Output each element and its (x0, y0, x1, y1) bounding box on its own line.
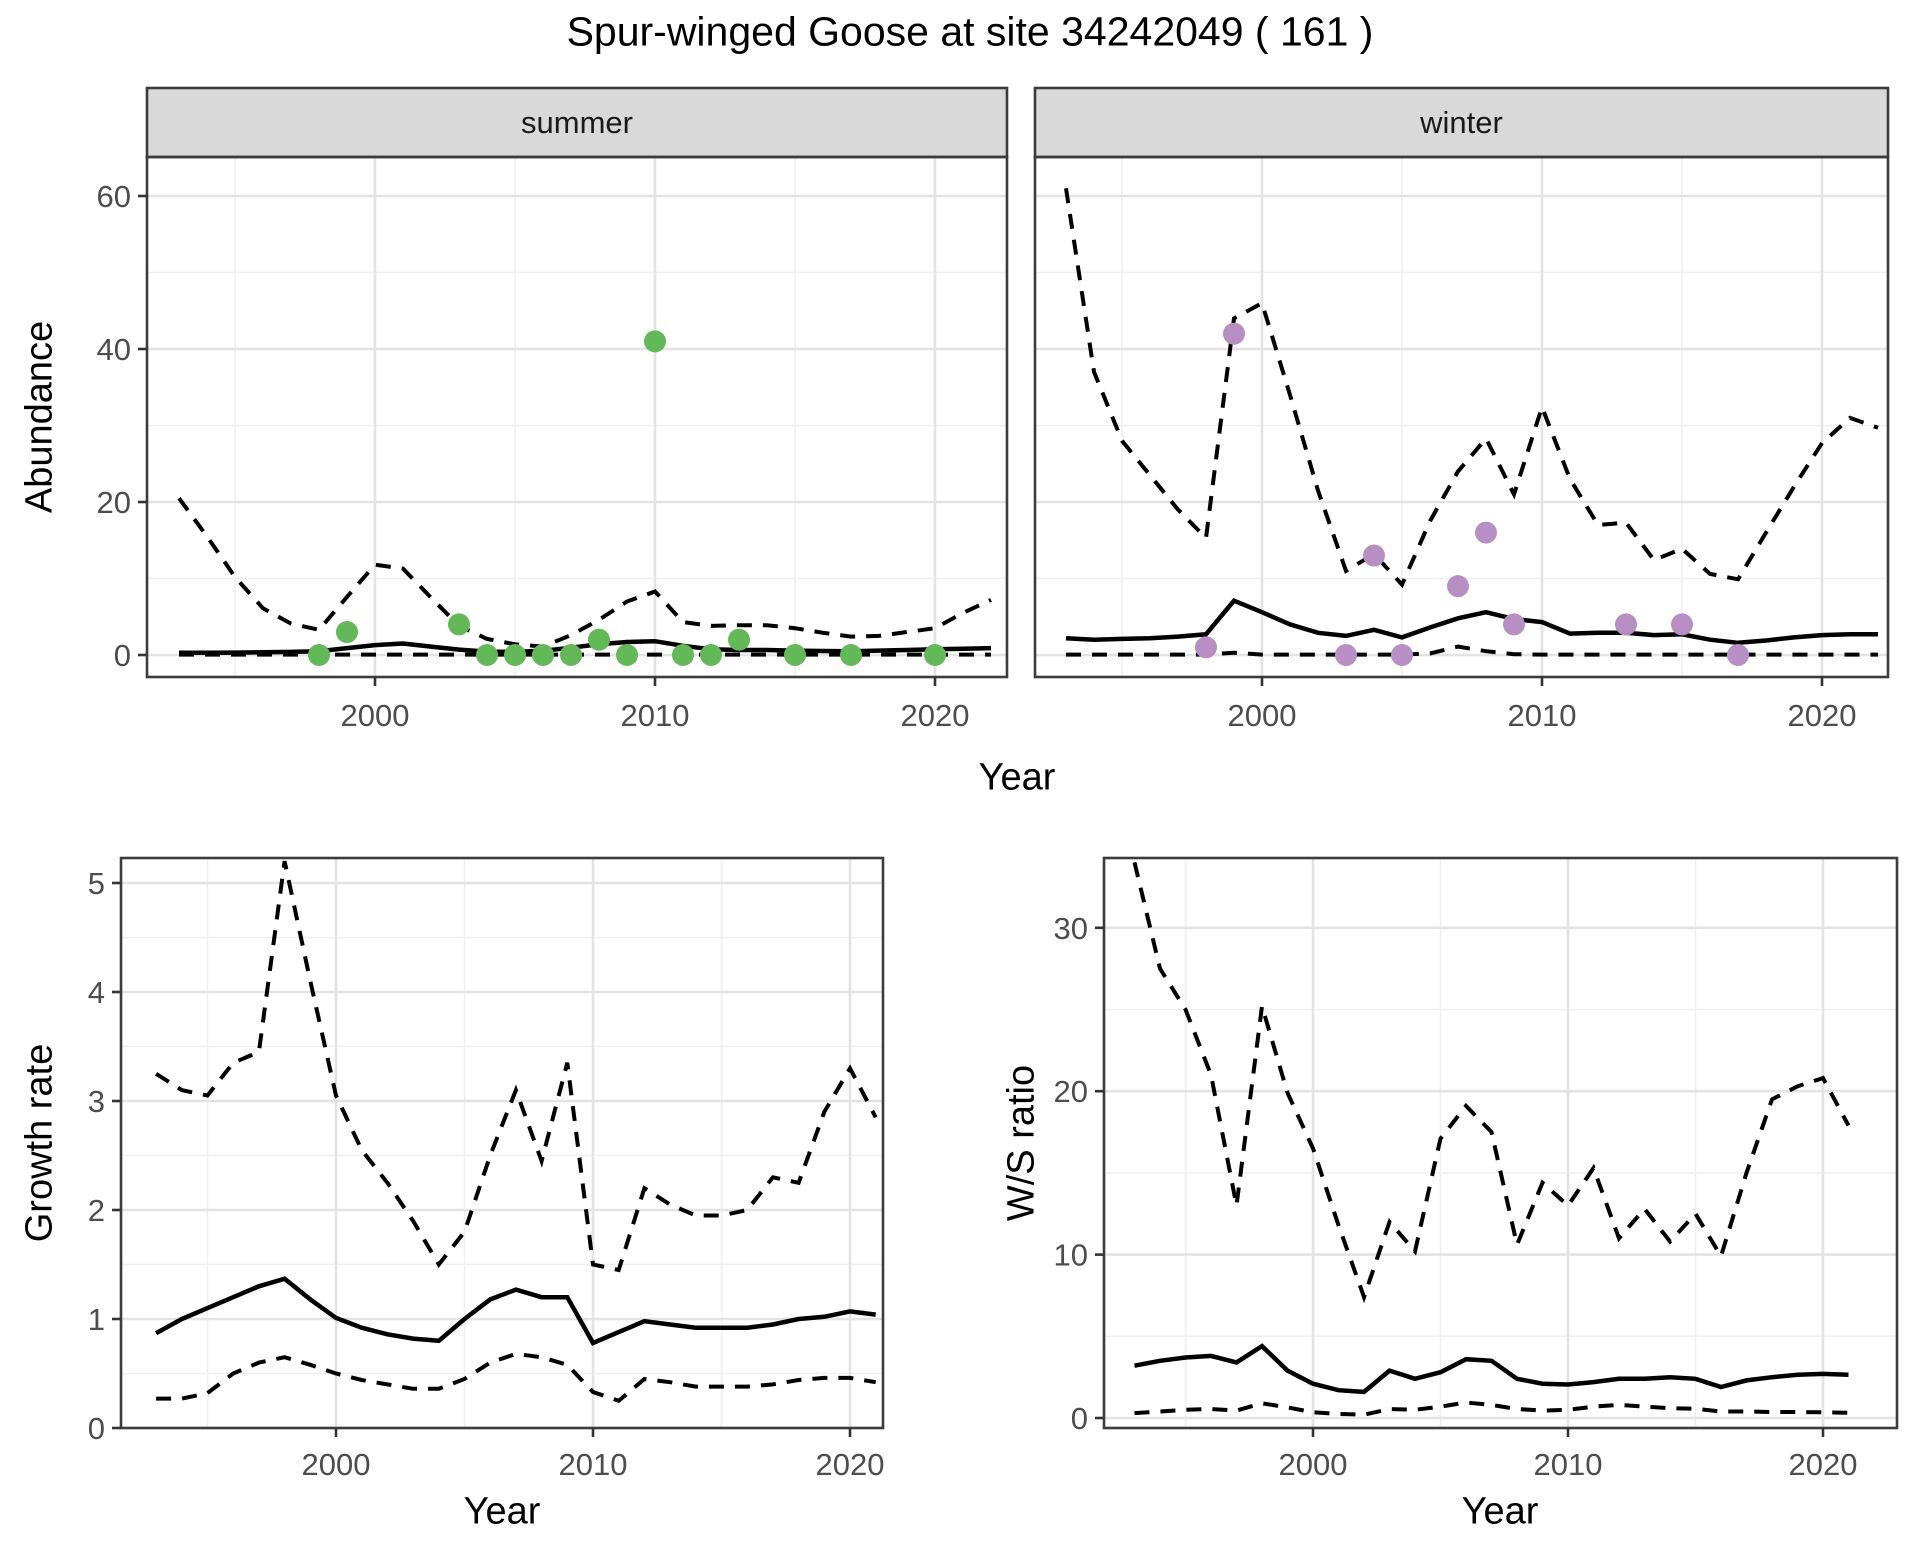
observation-point (448, 613, 470, 636)
observation-point (700, 644, 722, 666)
y-axis-title-ws-ratio: W/S ratio (1000, 1064, 1043, 1222)
facet-strip-background (145, 86, 1009, 159)
facet-strip-winter: winter (1035, 88, 1888, 157)
observation-point (1447, 575, 1469, 598)
x-tick-label: 2010 (1508, 698, 1577, 733)
observation-point (672, 644, 694, 666)
x-axis-title-year-top: Year (978, 756, 1056, 799)
x-axis-title-year-ws: Year (1461, 1490, 1539, 1533)
y-tick-label: 40 (97, 332, 131, 367)
observation-point (1223, 322, 1245, 345)
ws-ratio-upper_ci-line (1132, 861, 1851, 1304)
observation-point (1727, 644, 1749, 666)
x-tick-label: 2000 (302, 1447, 371, 1482)
x-tick-label: 2000 (1279, 1447, 1348, 1482)
observation-point (840, 644, 862, 666)
abundance-summer-panel: 2000 2010 2020 0 20 40 60 (97, 86, 1009, 733)
y-tick-label: 0 (1071, 1401, 1088, 1436)
x-tick-label: 2000 (341, 698, 410, 733)
facet-strip-summer: summer (147, 88, 1007, 157)
observation-point (644, 330, 666, 353)
panel-border (1033, 155, 1890, 679)
observation-point (588, 628, 610, 651)
abundance-winter-panel: 2000 2010 2020 (1033, 86, 1890, 733)
x-axis-title-year-growth: Year (463, 1490, 541, 1533)
y-tick-label: 60 (97, 179, 131, 214)
observation-point (924, 644, 946, 666)
y-tick-label: 0 (114, 638, 131, 673)
series-lines (155, 860, 878, 1404)
panel-border (119, 856, 885, 1430)
y-tick-label: 0 (88, 1411, 105, 1446)
observation-point (1615, 613, 1637, 636)
ws-ratio-fit-line (1134, 1343, 1849, 1395)
observation-point (476, 644, 498, 666)
facet-strip-winter-label: winter (1420, 104, 1503, 140)
observation-points (1195, 322, 1749, 666)
x-tick-label: 2000 (1228, 698, 1297, 733)
y-tick-label: 10 (1054, 1238, 1088, 1273)
observation-point (616, 644, 638, 666)
observation-point (1363, 544, 1385, 567)
y-tick-label: 30 (1054, 911, 1088, 946)
ws-ratio-lower_ci-line (1134, 1400, 1849, 1417)
panel-background (1035, 157, 1888, 677)
panel-background (1104, 858, 1897, 1428)
x-tick-label: 2010 (621, 698, 690, 733)
panel-border (1102, 856, 1899, 1430)
x-tick-label: 2020 (1788, 698, 1857, 733)
observation-point (1335, 644, 1357, 666)
y-tick-label: 1 (88, 1302, 105, 1337)
x-tick-label: 2020 (816, 1447, 885, 1482)
abundance-winter-fit-line (1065, 597, 1878, 646)
observation-points (308, 330, 946, 666)
y-tick-label: 4 (88, 975, 105, 1010)
y-tick-label: 20 (97, 485, 131, 520)
panel-background (147, 157, 1007, 677)
y-tick-label: 3 (88, 1084, 105, 1119)
facet-strip-summer-label: summer (521, 104, 633, 140)
series-lines (1132, 861, 1851, 1417)
observation-point (1391, 644, 1413, 666)
observation-point (308, 644, 330, 666)
panel-border (145, 155, 1009, 679)
observation-point (504, 644, 526, 666)
panel-background (121, 858, 883, 1428)
observation-point (336, 621, 358, 644)
growth-rate-panel: 2000 2010 2020 0 1 2 3 4 5 (88, 856, 885, 1482)
abundance-summer-upper_ci-line (177, 497, 992, 649)
x-tick-label: 2010 (559, 1447, 628, 1482)
y-axis-title-abundance: Abundance (18, 320, 61, 514)
y-tick-label: 20 (1054, 1074, 1088, 1109)
y-tick-label: 5 (88, 866, 105, 901)
observation-point (532, 644, 554, 666)
observation-point (560, 644, 582, 666)
facet-strip-background (1033, 86, 1890, 159)
observation-point (1195, 636, 1217, 659)
plot-title: Spur-winged Goose at site 34242049 ( 161… (566, 8, 1374, 55)
x-tick-label: 2020 (1789, 1447, 1858, 1482)
observation-point (1671, 613, 1693, 636)
observation-point (784, 644, 806, 666)
y-axis-title-growth-rate: Growth rate (18, 1043, 61, 1243)
growth-rate-upper_ci-line (155, 860, 878, 1273)
grid (1104, 858, 1897, 1428)
observation-point (1503, 613, 1525, 636)
growth-rate-fit-line (155, 1276, 876, 1346)
ws-ratio-panel: 2000 2010 2020 0 10 20 30 (1054, 856, 1899, 1482)
observation-point (728, 628, 750, 651)
x-tick-label: 2020 (901, 698, 970, 733)
x-tick-label: 2010 (1534, 1447, 1603, 1482)
y-tick-label: 2 (88, 1193, 105, 1228)
abundance-winter-upper_ci-line (1064, 187, 1879, 589)
observation-point (1475, 521, 1497, 544)
